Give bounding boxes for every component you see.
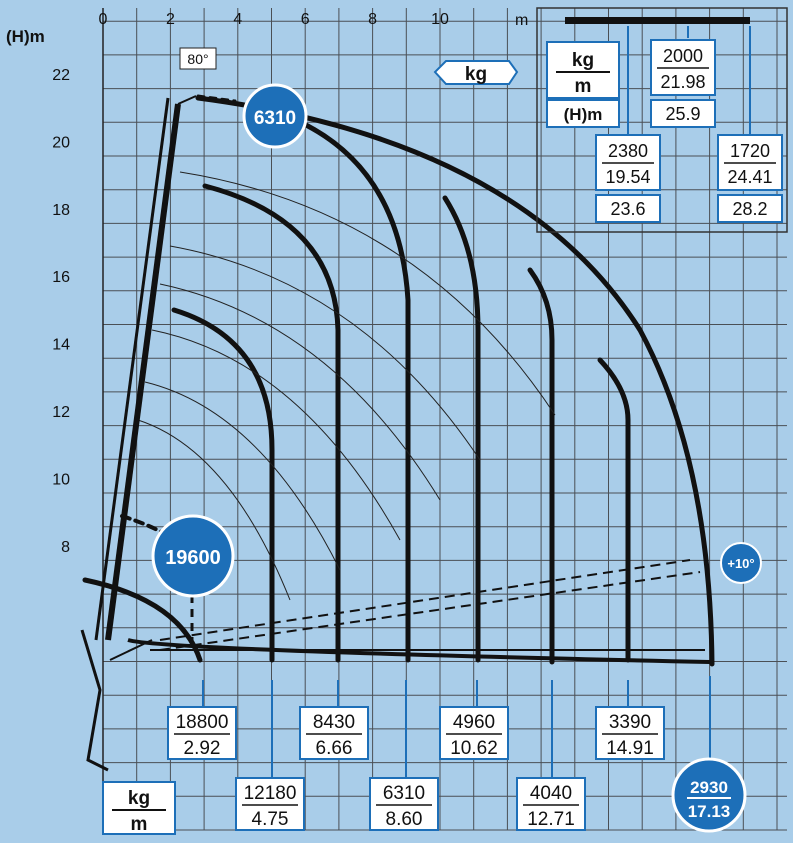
bottom-load-m: 8.60 xyxy=(386,809,423,830)
bottom-load-kg: 3390 xyxy=(609,712,651,733)
bottom-load-box xyxy=(439,706,509,760)
boom-main-arm xyxy=(105,103,181,641)
load-curve-top-short xyxy=(196,94,237,103)
load-curve-12180 xyxy=(171,307,275,663)
bottom-legend-m: m xyxy=(131,814,148,835)
x-tick-label: 10 xyxy=(431,11,449,28)
bottom-load-m: 10.62 xyxy=(450,738,498,759)
top-load-height-box xyxy=(650,99,716,128)
legend-m-label: m xyxy=(575,76,592,97)
circle-tip-load xyxy=(242,83,308,149)
jib-angle-label: +10° xyxy=(727,556,754,571)
y-tick-label: 20 xyxy=(52,134,70,151)
circle-jib-angle xyxy=(720,542,762,584)
bottom-load-kg: 8430 xyxy=(313,712,355,733)
y-tick-label: 18 xyxy=(52,202,70,219)
x-tick-label: 8 xyxy=(368,11,377,28)
circle-end-load-m: 17.13 xyxy=(688,802,731,821)
top-load-m: 21.98 xyxy=(660,72,705,92)
crane-base xyxy=(80,629,109,772)
top-load-m: 24.41 xyxy=(727,167,772,187)
top-load-m: 19.54 xyxy=(605,167,650,187)
bottom-load-labels: 18800 2.92 12180 4.75 8430 6.66 6310 8.60 4960 10… xyxy=(167,680,665,831)
crane-boom xyxy=(80,95,711,772)
circle-main-load xyxy=(151,514,235,598)
y-tick-label: 12 xyxy=(52,404,70,421)
x-tick-label: 2 xyxy=(166,11,175,28)
x-tick-label: 0 xyxy=(99,11,108,28)
kg-tag-label: kg xyxy=(465,64,487,85)
circle-end-load-kg: 2930 xyxy=(690,778,728,797)
load-curve-3390 xyxy=(597,357,631,663)
bottom-load-box xyxy=(516,777,586,831)
legend-height-label: (H)m xyxy=(564,105,603,124)
bottom-load-kg: 4960 xyxy=(453,712,495,733)
y-tick-label: 14 xyxy=(52,337,70,354)
legend-kg-label: kg xyxy=(572,50,594,71)
bottom-load-m: 12.71 xyxy=(527,809,575,830)
y-axis-title: (H)m xyxy=(6,27,45,46)
top-load-kg: 1720 xyxy=(730,141,770,161)
x-tick-labels: 0 2 4 6 8 10 xyxy=(99,11,449,28)
bottom-load-box xyxy=(167,706,237,760)
legend-kgm-box xyxy=(546,41,620,99)
x-tick-label: 6 xyxy=(301,11,310,28)
load-curve-4960 xyxy=(442,195,481,663)
legend-panel xyxy=(536,7,788,233)
bottom-legend-box xyxy=(102,781,176,835)
kg-tag xyxy=(433,60,519,85)
bottom-load-kg: 12180 xyxy=(244,783,297,804)
top-load-kg: 2000 xyxy=(663,46,703,66)
bottom-legend-kg: kg xyxy=(128,788,150,809)
bottom-load-box xyxy=(595,706,665,760)
load-curves xyxy=(82,94,715,667)
circle-main-load-label: 19600 xyxy=(165,547,221,569)
boom-angle-box xyxy=(179,47,217,70)
boom-angle-label: 80° xyxy=(187,51,208,67)
bottom-load-box xyxy=(235,777,305,831)
top-load-labels: 2380 19.54 23.6 2000 21.98 25.9 1720 24.41 28.2 xyxy=(595,39,783,223)
circle-end-load xyxy=(671,757,747,833)
load-curve-6310 xyxy=(297,119,411,663)
x-axis-unit: m xyxy=(515,12,528,29)
load-curve-8430 xyxy=(202,183,341,663)
envelope-curve xyxy=(195,95,715,667)
circle-tip-load-label: 6310 xyxy=(254,108,296,129)
top-load-height-box xyxy=(595,194,661,223)
bottom-load-box xyxy=(299,706,369,760)
bottom-load-m: 4.75 xyxy=(252,809,289,830)
top-load-kg: 2380 xyxy=(608,141,648,161)
top-load-height: 23.6 xyxy=(610,199,645,219)
bottom-load-m: 2.92 xyxy=(184,738,221,759)
bottom-load-kg: 18800 xyxy=(176,712,229,733)
bottom-load-kg: 4040 xyxy=(530,783,572,804)
legend-jib-bar xyxy=(565,17,750,24)
y-tick-label: 22 xyxy=(52,67,70,84)
top-load-height: 25.9 xyxy=(665,104,700,124)
legend-height-box xyxy=(546,99,620,128)
load-curve-4040 xyxy=(527,267,555,665)
y-tick-label: 16 xyxy=(52,269,70,286)
top-load-height-box xyxy=(717,194,783,223)
y-tick-label: 8 xyxy=(61,539,70,556)
y-tick-labels: 22 20 18 16 14 12 10 8 xyxy=(52,67,70,556)
range-arcs xyxy=(137,171,556,601)
bottom-load-kg: 6310 xyxy=(383,783,425,804)
top-load-height: 28.2 xyxy=(732,199,767,219)
x-tick-label: 4 xyxy=(233,11,242,28)
bottom-load-box xyxy=(369,777,439,831)
y-tick-label: 10 xyxy=(52,471,70,488)
bottom-load-m: 6.66 xyxy=(316,738,353,759)
bottom-load-m: 14.91 xyxy=(606,738,654,759)
